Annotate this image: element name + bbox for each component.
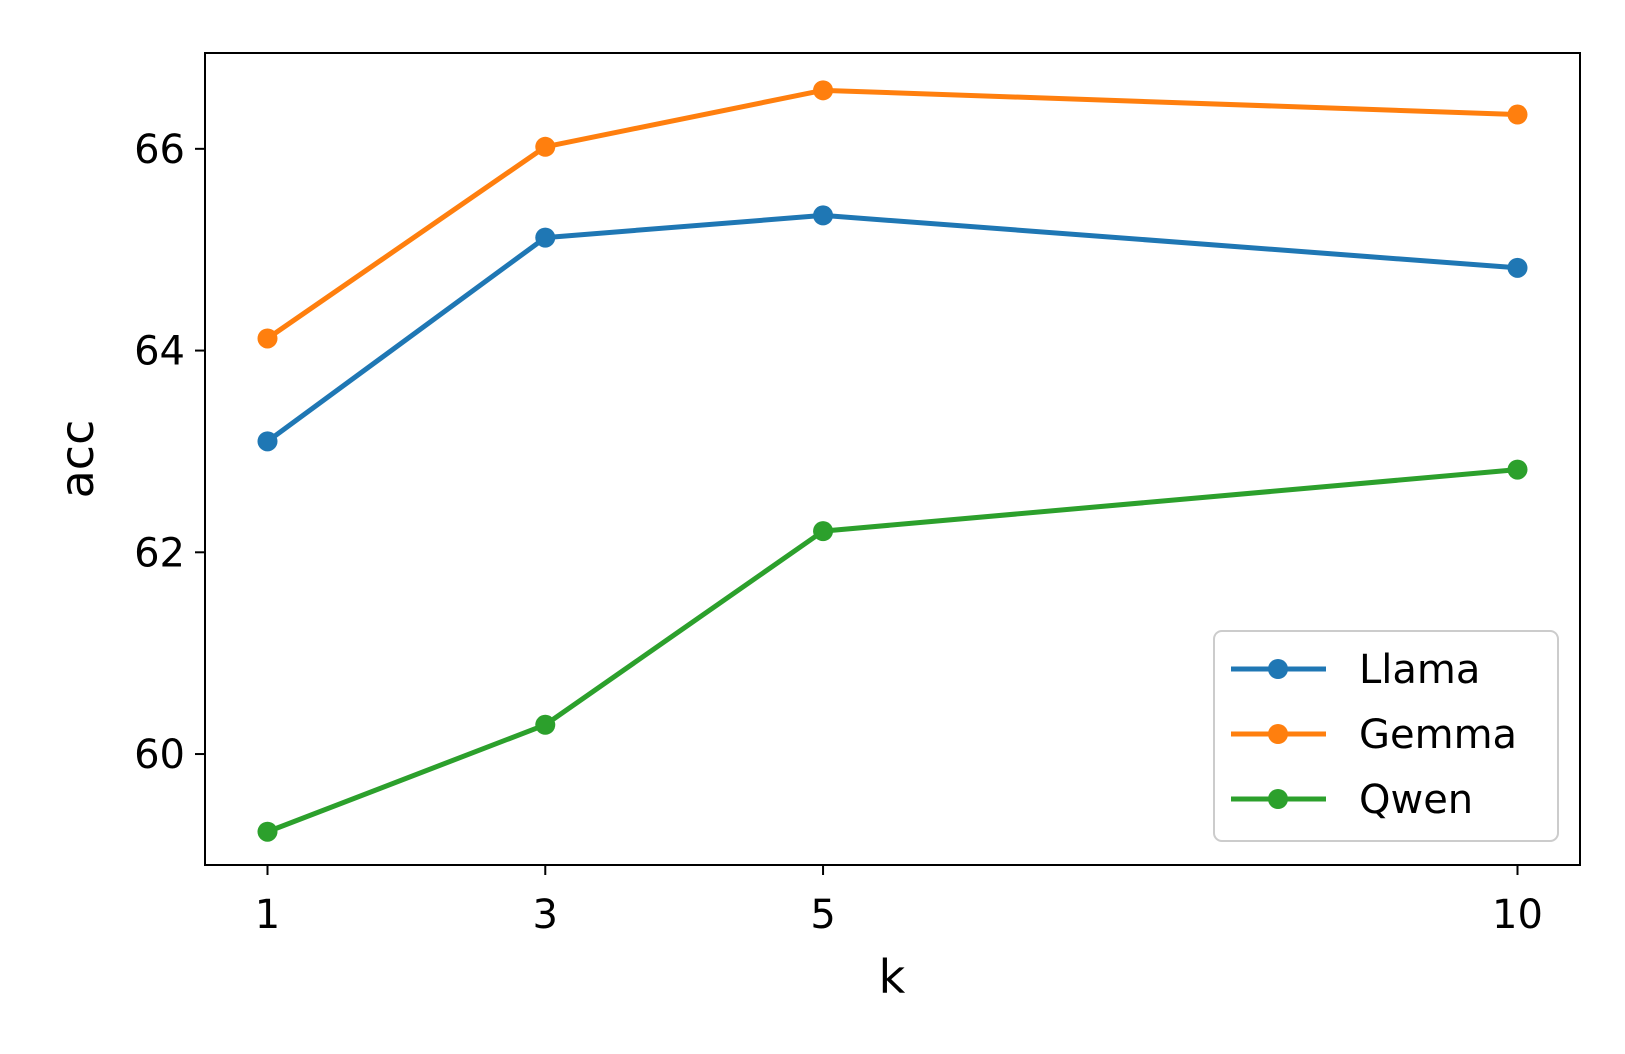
legend-marker-llama bbox=[1268, 659, 1288, 679]
y-axis-label: acc bbox=[50, 420, 104, 499]
data-point-gemma-k5 bbox=[813, 80, 834, 101]
legend-entry-qwen: Qwen bbox=[1231, 777, 1473, 823]
legend-marker-qwen bbox=[1268, 789, 1288, 809]
data-point-gemma-k10 bbox=[1507, 104, 1528, 125]
legend-label-gemma: Gemma bbox=[1359, 712, 1517, 758]
data-point-qwen-k10 bbox=[1507, 459, 1528, 480]
series-qwen bbox=[257, 459, 1528, 842]
y-tick-label-62: 62 bbox=[134, 530, 185, 576]
x-tick-label-5: 5 bbox=[810, 892, 835, 938]
series-layer bbox=[257, 80, 1528, 842]
data-point-llama-k3 bbox=[535, 227, 556, 248]
y-axis: 60 62 64 66 bbox=[134, 127, 205, 778]
plot-frame bbox=[204, 52, 1581, 866]
legend-entry-llama: Llama bbox=[1231, 647, 1480, 693]
y-tick-label-60: 60 bbox=[134, 732, 185, 778]
data-point-llama-k1 bbox=[257, 431, 278, 452]
data-point-qwen-k3 bbox=[535, 714, 556, 735]
legend: Llama Gemma Qwen bbox=[1213, 630, 1559, 842]
legend-box bbox=[1213, 630, 1559, 842]
legend-label-llama: Llama bbox=[1359, 647, 1480, 693]
series-line-llama bbox=[264, 212, 1521, 445]
legend-marker-gemma bbox=[1268, 724, 1288, 744]
y-tick-label-66: 66 bbox=[134, 127, 185, 173]
x-tick-label-3: 3 bbox=[533, 892, 558, 938]
x-tick-label-10: 10 bbox=[1492, 892, 1543, 938]
data-point-qwen-k5 bbox=[813, 521, 834, 542]
legend-entry-gemma: Gemma bbox=[1231, 712, 1517, 758]
x-axis: 1 3 5 10 bbox=[255, 865, 1543, 938]
data-point-llama-k5 bbox=[813, 205, 834, 226]
series-gemma bbox=[257, 80, 1528, 349]
data-point-gemma-k1 bbox=[257, 328, 278, 349]
series-llama bbox=[257, 205, 1528, 452]
series-line-gemma bbox=[264, 87, 1521, 342]
x-tick-label-1: 1 bbox=[255, 892, 280, 938]
series-line-qwen bbox=[264, 466, 1521, 835]
legend-label-qwen: Qwen bbox=[1359, 777, 1473, 823]
data-point-qwen-k1 bbox=[257, 821, 278, 842]
data-point-gemma-k3 bbox=[535, 136, 556, 157]
data-point-llama-k10 bbox=[1507, 257, 1528, 278]
x-axis-label: k bbox=[879, 950, 906, 1004]
y-tick-label-64: 64 bbox=[134, 329, 185, 375]
